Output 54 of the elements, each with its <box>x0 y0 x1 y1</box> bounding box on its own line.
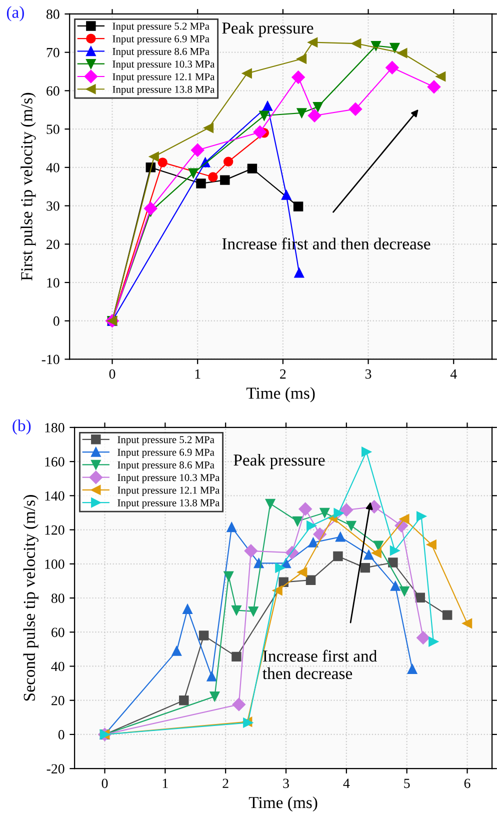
y-tick-label: 80 <box>51 594 64 603</box>
x-tick-label: 1 <box>195 369 200 379</box>
y-tick-label: 100 <box>45 559 64 569</box>
legend-label: Input pressure 10.3 MPa <box>112 60 215 70</box>
x-tick-label: 3 <box>283 778 289 788</box>
y-axis-title: Second pulse tip velocity (m/s) <box>23 495 38 701</box>
y-tick-label: -10 <box>42 354 60 364</box>
x-tick-label: 6 <box>464 778 470 788</box>
legend-label: Input pressure 6.9 MPa <box>118 448 214 458</box>
chart-title: (b) <box>12 419 31 435</box>
y-tick-label: 80 <box>46 10 60 19</box>
chart-title: (a) <box>6 6 24 22</box>
x-tick-label: 4 <box>450 369 457 379</box>
legend-label: Input pressure 5.2 MPa <box>112 22 210 32</box>
x-tick-label: 2 <box>222 778 228 788</box>
y-tick-label: 140 <box>45 491 64 501</box>
y-tick-label: 20 <box>46 240 60 250</box>
x-tick-label: 1 <box>162 778 168 788</box>
legend-label: Input pressure 8.6 MPa <box>118 461 214 471</box>
x-tick-label: 0 <box>102 778 108 788</box>
x-tick-label: 3 <box>365 369 372 379</box>
y-tick-label: 40 <box>51 662 64 672</box>
x-axis-title: Time (ms) <box>248 796 318 812</box>
y-tick-label: 60 <box>52 628 64 638</box>
legend-label: Input pressure 5.2 MPa <box>118 436 214 446</box>
y-tick-label: 40 <box>46 162 60 172</box>
y-tick-label: 60 <box>46 86 60 96</box>
annotation: Increase first and then decrease <box>262 650 377 680</box>
y-tick-label: 10 <box>47 278 60 288</box>
x-tick-label: 2 <box>280 369 286 379</box>
x-tick-label: 0 <box>109 369 116 379</box>
y-tick-label: 120 <box>45 525 64 535</box>
y-tick-label: 20 <box>52 696 64 706</box>
y-tick-label: 160 <box>45 457 64 467</box>
legend-label: Input pressure 13.8 MPa <box>112 86 215 95</box>
legend-label: Input pressure 6.9 MPa <box>112 35 210 44</box>
annotation: Peak pressure <box>234 454 325 470</box>
y-tick-label: -20 <box>46 764 64 774</box>
annotation: Peak pressure <box>222 22 314 38</box>
y-tick-label: 70 <box>46 48 60 58</box>
legend-label: Input pressure 12.1 MPa <box>112 73 215 82</box>
legend-label: Input pressure 10.3 MPa <box>118 474 220 484</box>
y-tick-label: 0 <box>53 316 60 326</box>
y-tick-label: 50 <box>46 124 60 134</box>
legend-label: Input pressure 12.1 MPa <box>118 486 220 496</box>
x-tick-label: 4 <box>343 778 350 788</box>
legend-label: Input pressure 13.8 MPa <box>118 499 220 508</box>
y-axis-title: First pulse tip velocity (m/s) <box>20 92 36 281</box>
y-tick-label: 180 <box>45 423 64 432</box>
y-tick-label: 30 <box>46 201 60 211</box>
legend-label: Input pressure 8.6 MPa <box>112 48 210 58</box>
x-axis-title: Time (ms) <box>246 387 315 402</box>
y-tick-label: 0 <box>58 730 64 740</box>
x-tick-label: 5 <box>404 778 410 788</box>
